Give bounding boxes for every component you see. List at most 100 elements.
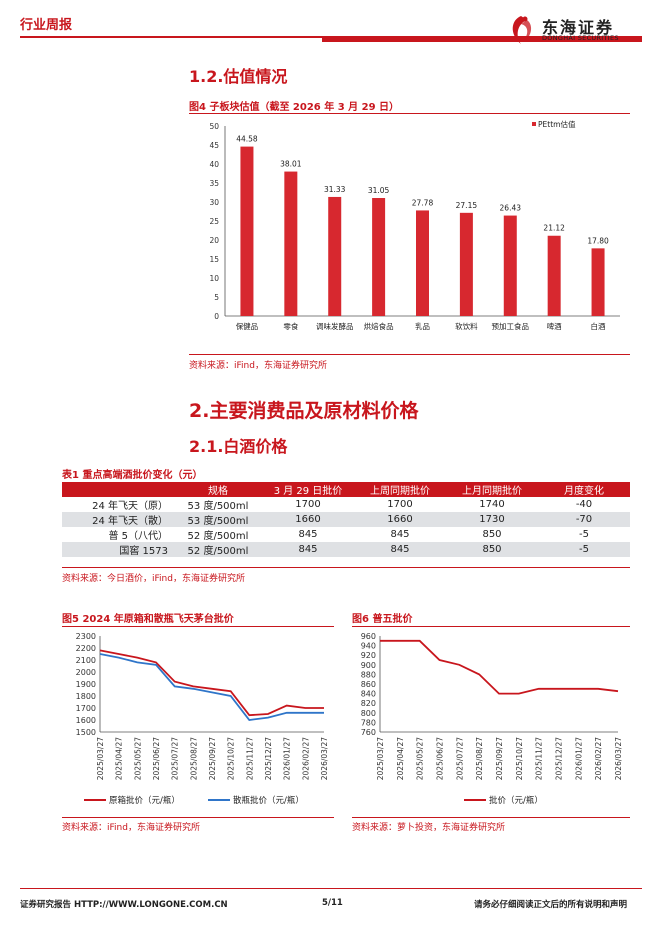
- liquor-price-table: 规格 3 月 29 日批价 上周同期批价 上月同期批价 月度变化 24 年飞天（…: [62, 482, 630, 557]
- x-tick-label: 2025/04/27: [396, 737, 405, 780]
- section-heading: 2.1.白酒价格: [189, 437, 288, 456]
- figure-title: 图5 2024 年原箱和散瓶飞天茅台批价: [62, 614, 234, 625]
- table-cell: -5: [538, 542, 630, 557]
- x-tick-label: 2026/03/27: [614, 737, 623, 780]
- bar: [240, 146, 254, 316]
- x-tick-label: 2025/11/27: [535, 737, 544, 780]
- table-header-row: 规格 3 月 29 日批价 上周同期批价 上月同期批价 月度变化: [62, 482, 630, 497]
- y-tick-label: 30: [209, 198, 219, 207]
- y-tick-label: 5: [214, 293, 219, 302]
- y-tick-label: 2000: [76, 668, 96, 677]
- table-cell: 24 年飞天（原）: [92, 501, 168, 512]
- y-tick-label: 760: [361, 728, 376, 737]
- table-cell: 1660: [354, 512, 446, 527]
- table-cell: 1660: [262, 512, 354, 527]
- table-header-cell: 月度变化: [538, 482, 630, 497]
- figure-source: 资料来源：iFind，东海证券研究所: [189, 361, 327, 371]
- table-cell: 845: [354, 542, 446, 557]
- table-cell: 845: [262, 542, 354, 557]
- y-tick-label: 780: [361, 718, 376, 727]
- header-rule-thick: [322, 36, 642, 42]
- bar-value-label: 27.78: [412, 198, 434, 207]
- figure-source: 资料来源：iFind，东海证券研究所: [62, 823, 200, 833]
- x-tick-label: 白酒: [591, 321, 606, 331]
- table-cell: 1700: [387, 499, 413, 510]
- y-tick-label: 940: [361, 642, 376, 651]
- figure-bottom-rule: [62, 817, 334, 818]
- table-cell: -40: [575, 499, 593, 510]
- y-tick-label: 800: [361, 709, 376, 718]
- x-tick-label: 2025/08/27: [475, 737, 484, 780]
- y-tick-label: 820: [361, 699, 376, 708]
- x-tick-label: 2026/03/27: [320, 737, 329, 780]
- x-tick-label: 2025/12/27: [264, 737, 273, 780]
- y-tick-label: 840: [361, 690, 376, 699]
- x-tick-label: 2025/07/27: [171, 737, 180, 780]
- y-tick-label: 1900: [76, 680, 96, 689]
- x-tick-label: 2025/04/27: [115, 737, 124, 780]
- table-row: 普 5（八代） 52 度/500ml 845 845 850 -5: [62, 527, 630, 542]
- page-number: 5/11: [322, 898, 343, 908]
- logo-name-en: DONGHAI SECURITIES: [542, 34, 619, 42]
- table-row: 国窖 1573 52 度/500ml 845 845 850 -5: [62, 542, 630, 557]
- bar-value-label: 27.15: [456, 201, 478, 210]
- table-cell: 普 5（八代）: [108, 531, 168, 542]
- bar-value-label: 31.33: [324, 185, 346, 194]
- bar-value-label: 21.12: [543, 224, 565, 233]
- bar: [547, 235, 561, 316]
- x-tick-label: 2025/09/27: [495, 737, 504, 780]
- x-tick-label: 2025/10/27: [227, 737, 236, 780]
- x-tick-label: 预加工食品: [492, 321, 530, 331]
- y-tick-label: 1600: [76, 716, 96, 725]
- bar-value-label: 17.80: [587, 236, 609, 245]
- y-tick-label: 1700: [76, 704, 96, 713]
- y-tick-label: 0: [214, 312, 219, 321]
- x-tick-label: 2025/09/27: [208, 737, 217, 780]
- legend-label: 原箱批价（元/瓶）: [109, 795, 180, 806]
- legend-swatch: [532, 122, 536, 126]
- x-tick-label: 啤酒: [547, 321, 563, 331]
- table-cell: 52 度/500ml: [187, 531, 249, 542]
- x-tick-label: 2025/08/27: [189, 737, 198, 780]
- y-tick-label: 1800: [76, 692, 96, 701]
- table-cell: 850: [482, 529, 502, 540]
- x-tick-label: 2025/11/27: [245, 737, 254, 780]
- table-cell: 国窖 1573: [62, 542, 174, 557]
- y-tick-label: 2200: [76, 644, 96, 653]
- table-header-cell: 规格: [174, 482, 262, 497]
- table-cell: 24 年飞天（散）: [62, 512, 174, 527]
- legend-label: PEttm估值: [538, 119, 576, 129]
- table-cell: 1730: [446, 512, 538, 527]
- footer-website: 证券研究报告 HTTP://WWW.LONGONE.COM.CN: [20, 900, 228, 910]
- bar: [503, 215, 517, 316]
- x-tick-label: 2025/06/27: [152, 737, 161, 780]
- table-row: 24 年飞天（原） 53 度/500ml 1700 1700 1740 -40: [62, 497, 630, 512]
- bar: [591, 248, 605, 316]
- x-tick-label: 2026/01/27: [283, 737, 292, 780]
- table-row: 24 年飞天（散） 53 度/500ml 1660 1660 1730 -70: [62, 512, 630, 527]
- logo-name-cn: 东海证券: [542, 18, 615, 37]
- figure-bottom-rule: [189, 354, 630, 355]
- y-tick-label: 50: [209, 122, 219, 131]
- x-tick-label: 2026/02/27: [301, 737, 310, 780]
- bar-value-label: 38.01: [280, 160, 302, 169]
- figure-top-rule: [352, 626, 630, 627]
- figure-title: 图4 子板块估值（截至 2026 年 3 月 29 日）: [189, 102, 400, 113]
- bar: [328, 196, 342, 316]
- series-line: [380, 639, 619, 695]
- y-tick-label: 20: [209, 236, 219, 245]
- y-tick-label: 900: [361, 661, 376, 670]
- table-header-cell: [62, 482, 174, 497]
- table-cell: -5: [579, 529, 589, 540]
- y-tick-label: 1500: [76, 728, 96, 737]
- table-cell: 845: [390, 529, 410, 540]
- chapter-heading: 2.主要消费品及原材料价格: [189, 400, 419, 422]
- y-tick-label: 40: [209, 160, 219, 169]
- legend-label: 散瓶批价（元/瓶）: [233, 795, 304, 806]
- x-tick-label: 保健品: [236, 321, 259, 331]
- y-tick-label: 2100: [76, 656, 96, 665]
- x-tick-label: 2025/07/27: [455, 737, 464, 780]
- y-tick-label: 880: [361, 670, 376, 679]
- table-cell: 52 度/500ml: [174, 542, 262, 557]
- donghai-logo-icon: [512, 16, 532, 44]
